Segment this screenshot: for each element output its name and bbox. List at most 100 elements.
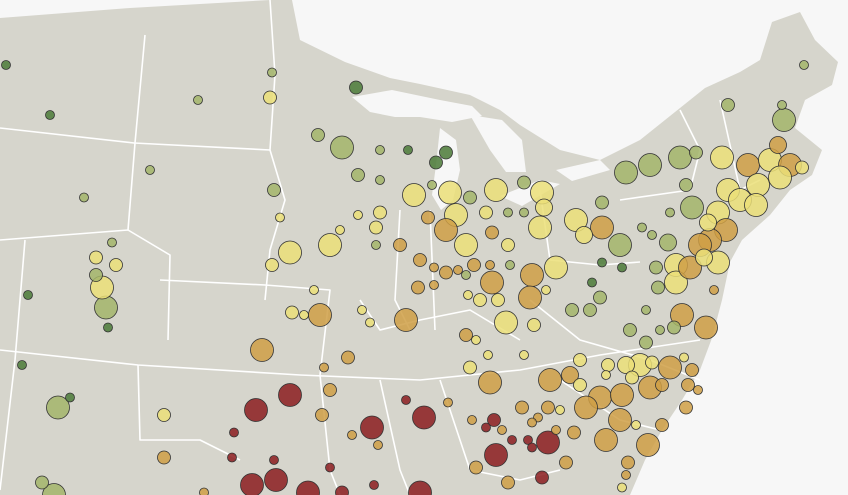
map-bubble[interactable] — [636, 433, 660, 457]
map-bubble[interactable] — [641, 305, 651, 315]
map-bubble[interactable] — [79, 192, 89, 203]
map-bubble[interactable] — [535, 470, 549, 485]
map-bubble[interactable] — [269, 455, 279, 465]
map-bubble[interactable] — [227, 452, 237, 463]
map-bubble[interactable] — [267, 67, 277, 78]
map-bubble[interactable] — [275, 212, 285, 223]
map-bubble[interactable] — [772, 108, 796, 132]
map-bubble[interactable] — [267, 183, 281, 197]
map-bubble[interactable] — [351, 168, 365, 182]
map-bubble[interactable] — [590, 215, 614, 240]
map-bubble[interactable] — [639, 335, 653, 350]
map-bubble[interactable] — [505, 260, 515, 270]
map-bubble[interactable] — [17, 360, 27, 370]
map-bubble[interactable] — [469, 460, 483, 475]
map-bubble[interactable] — [434, 218, 458, 242]
map-bubble[interactable] — [369, 220, 383, 235]
map-bubble[interactable] — [710, 145, 734, 170]
map-bubble[interactable] — [323, 383, 337, 397]
map-bubble[interactable] — [45, 110, 55, 120]
map-bubble[interactable] — [678, 255, 702, 280]
map-bubble[interactable] — [299, 310, 309, 320]
map-bubble[interactable] — [536, 430, 560, 455]
map-bubble[interactable] — [360, 415, 384, 440]
map-bubble[interactable] — [561, 366, 579, 384]
map-bubble[interactable] — [655, 325, 665, 335]
map-bubble[interactable] — [479, 205, 493, 220]
map-bubble[interactable] — [318, 233, 342, 257]
map-bubble[interactable] — [519, 350, 529, 360]
map-bubble[interactable] — [565, 303, 579, 317]
map-bubble[interactable] — [574, 395, 598, 420]
map-bubble[interactable] — [471, 335, 481, 345]
map-bubble[interactable] — [528, 215, 552, 240]
map-bubble[interactable] — [518, 285, 542, 310]
map-bubble[interactable] — [401, 395, 411, 405]
map-bubble[interactable] — [515, 400, 529, 415]
map-bubble[interactable] — [244, 398, 268, 422]
map-bubble[interactable] — [484, 178, 508, 202]
map-bubble[interactable] — [403, 145, 413, 155]
map-bubble[interactable] — [373, 440, 383, 450]
map-bubble[interactable] — [544, 255, 568, 280]
map-bubble[interactable] — [107, 237, 117, 248]
map-bubble[interactable] — [375, 175, 385, 185]
map-bubble[interactable] — [655, 418, 669, 432]
map-bubble[interactable] — [681, 378, 695, 392]
map-bubble[interactable] — [668, 145, 692, 170]
map-bubble[interactable] — [625, 370, 639, 385]
map-bubble[interactable] — [491, 293, 505, 307]
map-bubble[interactable] — [503, 207, 513, 218]
map-bubble[interactable] — [527, 417, 537, 428]
map-bubble[interactable] — [795, 160, 809, 175]
map-bubble[interactable] — [769, 136, 787, 154]
map-bubble[interactable] — [373, 205, 387, 220]
map-bubble[interactable] — [483, 350, 493, 360]
map-bubble[interactable] — [679, 352, 689, 363]
map-bubble[interactable] — [527, 318, 541, 332]
map-bubble[interactable] — [680, 195, 704, 220]
map-bubble[interactable] — [296, 480, 320, 495]
map-bubble[interactable] — [664, 270, 688, 295]
map-bubble[interactable] — [799, 60, 809, 70]
map-bubble[interactable] — [353, 210, 363, 220]
map-bubble[interactable] — [1, 60, 11, 70]
map-bubble[interactable] — [658, 355, 682, 380]
map-bubble[interactable] — [617, 482, 627, 493]
map-bubble[interactable] — [693, 385, 703, 395]
map-bubble[interactable] — [454, 233, 478, 257]
map-bubble[interactable] — [695, 248, 713, 267]
map-bubble[interactable] — [535, 198, 553, 217]
map-bubble[interactable] — [685, 363, 699, 377]
map-bubble[interactable] — [413, 253, 427, 267]
map-bubble[interactable] — [349, 80, 363, 95]
map-bubble[interactable] — [394, 308, 418, 332]
map-bubble[interactable] — [42, 483, 66, 495]
map-bubble[interactable] — [145, 165, 155, 175]
map-bubble[interactable] — [637, 222, 647, 233]
map-bubble[interactable] — [667, 320, 681, 335]
map-bubble[interactable] — [357, 305, 367, 315]
map-bubble[interactable] — [768, 165, 792, 190]
map-bubble[interactable] — [365, 317, 375, 328]
map-bubble[interactable] — [325, 462, 335, 473]
map-bubble[interactable] — [645, 355, 659, 370]
map-bubble[interactable] — [777, 100, 787, 110]
map-bubble[interactable] — [573, 353, 587, 367]
map-bubble[interactable] — [614, 160, 638, 185]
map-bubble[interactable] — [461, 270, 471, 280]
map-bubble[interactable] — [157, 450, 171, 465]
map-bubble[interactable] — [480, 270, 504, 295]
map-bubble[interactable] — [467, 258, 481, 272]
map-bubble[interactable] — [463, 360, 477, 375]
map-bubble[interactable] — [429, 280, 439, 290]
map-bubble[interactable] — [608, 408, 632, 432]
map-bubble[interactable] — [319, 362, 329, 373]
map-bubble[interactable] — [265, 258, 279, 272]
map-bubble[interactable] — [157, 408, 171, 422]
map-bubble[interactable] — [229, 427, 239, 438]
map-bubble[interactable] — [744, 193, 768, 217]
map-bubble[interactable] — [375, 145, 385, 155]
map-bubble[interactable] — [647, 230, 657, 240]
map-bubble[interactable] — [463, 190, 477, 205]
